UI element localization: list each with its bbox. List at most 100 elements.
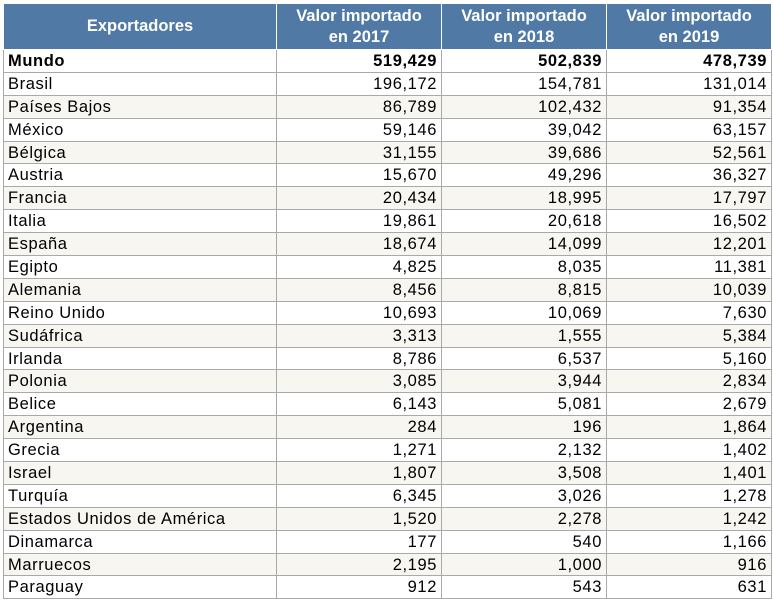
table-row: Estados Unidos de América 1,520 2,278 1,242 [3, 506, 772, 531]
header-row: Exportadores Valor importado en 2017 Val… [3, 3, 772, 50]
table-row: Países Bajos 86,789 102,432 91,354 [3, 94, 772, 119]
value-cell-2019: 131,014 [606, 71, 772, 96]
value-cell-2017: 3,085 [276, 369, 442, 394]
value-cell-2018: 1,555 [441, 323, 607, 348]
header-2019-line2: en 2019 [658, 27, 720, 46]
value-cell-2017: 59,146 [276, 117, 442, 142]
value-cell-2019: 1,166 [606, 529, 772, 554]
table-row: Francia 20,434 18,995 17,797 [3, 186, 772, 211]
header-exportadores-label: Exportadores [86, 17, 194, 35]
table-row-total: Mundo 519,429 502,839 478,739 [3, 49, 772, 73]
header-2017-line1: Valor importado [296, 6, 422, 25]
value-cell-2019: 16,502 [606, 209, 772, 234]
exporter-cell: Belice [3, 392, 277, 417]
exporter-cell: Mundo [3, 49, 277, 73]
value-cell-2017: 6,345 [276, 483, 442, 508]
table-row: Italia 19,861 20,618 16,502 [3, 209, 772, 234]
value-cell-2017: 86,789 [276, 94, 442, 119]
value-cell-2017: 4,825 [276, 255, 442, 279]
value-cell-2019: 916 [606, 552, 772, 577]
value-cell-2018: 2,132 [441, 438, 607, 463]
value-cell-2018: 3,026 [441, 483, 607, 508]
value-cell-2017: 19,861 [276, 209, 442, 234]
header-exportadores: Exportadores [3, 3, 277, 50]
value-cell-2018: 1,000 [441, 552, 607, 577]
table-row: Israel 1,807 3,508 1,401 [3, 461, 772, 485]
value-cell-2018: 39,042 [441, 117, 607, 142]
table-row: Reino Unido 10,693 10,069 7,630 [3, 300, 772, 325]
header-2018-line2: en 2018 [493, 27, 555, 46]
header-valor-2018: Valor importado en 2018 [441, 3, 607, 50]
exporter-cell: Marruecos [3, 552, 277, 577]
value-cell-2018: 5,081 [441, 392, 607, 417]
value-cell-2018: 3,944 [441, 369, 607, 394]
value-cell-2017: 912 [276, 575, 442, 600]
header-valor-2019: Valor importado en 2019 [606, 3, 772, 50]
value-cell-2019: 2,679 [606, 392, 772, 417]
value-cell-2018: 14,099 [441, 232, 607, 257]
exporter-cell: Grecia [3, 438, 277, 463]
value-cell-2018: 102,432 [441, 94, 607, 119]
exporter-cell: Irlanda [3, 346, 277, 371]
exporter-cell: Argentina [3, 415, 277, 440]
header-2019-line1: Valor importado [626, 6, 752, 25]
value-cell-2017: 18,674 [276, 232, 442, 257]
exporter-cell: Reino Unido [3, 300, 277, 325]
table-row: Brasil 196,172 154,781 131,014 [3, 71, 772, 96]
table-row: Polonia 3,085 3,944 2,834 [3, 369, 772, 394]
value-cell-2017: 519,429 [276, 49, 442, 73]
value-cell-2019: 1,278 [606, 483, 772, 508]
exporter-cell: Sudáfrica [3, 323, 277, 348]
exporter-cell: Países Bajos [3, 94, 277, 119]
imports-table: Exportadores Valor importado en 2017 Val… [3, 3, 772, 600]
table-row: Argentina 284 196 1,864 [3, 415, 772, 440]
value-cell-2018: 543 [441, 575, 607, 600]
value-cell-2019: 10,039 [606, 277, 772, 302]
table-row: Turquía 6,345 3,026 1,278 [3, 483, 772, 508]
exporter-cell: España [3, 232, 277, 257]
value-cell-2017: 8,456 [276, 277, 442, 302]
table-row: Egipto 4,825 8,035 11,381 [3, 255, 772, 279]
value-cell-2019: 1,401 [606, 461, 772, 485]
value-cell-2019: 2,834 [606, 369, 772, 394]
table-row: Irlanda 8,786 6,537 5,160 [3, 346, 772, 371]
value-cell-2019: 1,402 [606, 438, 772, 463]
value-cell-2019: 5,160 [606, 346, 772, 371]
value-cell-2017: 1,520 [276, 506, 442, 531]
value-cell-2019: 91,354 [606, 94, 772, 119]
exporter-cell: Italia [3, 209, 277, 234]
value-cell-2017: 10,693 [276, 300, 442, 325]
table-row: Sudáfrica 3,313 1,555 5,384 [3, 323, 772, 348]
table-row: Dinamarca 177 540 1,166 [3, 529, 772, 554]
exporter-cell: México [3, 117, 277, 142]
value-cell-2019: 12,201 [606, 232, 772, 257]
table-row: México 59,146 39,042 63,157 [3, 117, 772, 142]
header-2018-line1: Valor importado [461, 6, 587, 25]
value-cell-2019: 52,561 [606, 140, 772, 165]
value-cell-2018: 540 [441, 529, 607, 554]
exporter-cell: Alemania [3, 277, 277, 302]
table-row: Alemania 8,456 8,815 10,039 [3, 277, 772, 302]
table-row: Grecia 1,271 2,132 1,402 [3, 438, 772, 463]
value-cell-2017: 6,143 [276, 392, 442, 417]
value-cell-2018: 8,035 [441, 255, 607, 279]
value-cell-2018: 10,069 [441, 300, 607, 325]
value-cell-2019: 7,630 [606, 300, 772, 325]
table-row: Belice 6,143 5,081 2,679 [3, 392, 772, 417]
value-cell-2017: 2,195 [276, 552, 442, 577]
value-cell-2018: 8,815 [441, 277, 607, 302]
value-cell-2018: 502,839 [441, 49, 607, 73]
value-cell-2017: 31,155 [276, 140, 442, 165]
header-2017-line2: en 2017 [328, 27, 390, 46]
value-cell-2017: 177 [276, 529, 442, 554]
value-cell-2018: 6,537 [441, 346, 607, 371]
value-cell-2017: 284 [276, 415, 442, 440]
exporter-cell: Bélgica [3, 140, 277, 165]
exporter-cell: Israel [3, 461, 277, 485]
table-row: Austria 15,670 49,296 36,327 [3, 163, 772, 188]
value-cell-2017: 196,172 [276, 71, 442, 96]
exporter-cell: Turquía [3, 483, 277, 508]
value-cell-2017: 15,670 [276, 163, 442, 188]
exporter-cell: Estados Unidos de América [3, 506, 277, 531]
value-cell-2019: 36,327 [606, 163, 772, 188]
